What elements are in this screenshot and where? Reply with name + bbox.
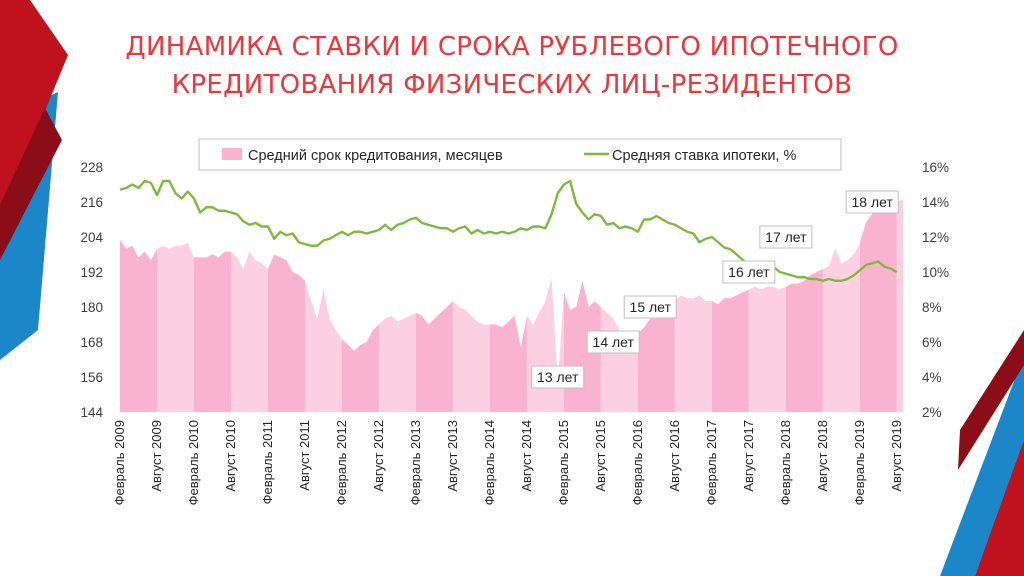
annotation-box [759, 225, 813, 249]
x-axis-tick: Февраль 2012 [334, 420, 349, 505]
legend: Средний срок кредитования, месяцев Средня… [198, 138, 842, 171]
x-axis-tick: Февраль 2009 [112, 420, 127, 505]
left-axis-tick: 156 [80, 370, 103, 385]
annotation-box [623, 295, 677, 319]
area-band [674, 199, 712, 412]
right-axis-tick: 12% [922, 230, 949, 245]
x-axis-tick: Август 2019 [889, 420, 904, 492]
area-band [156, 199, 194, 412]
area-band [193, 199, 231, 412]
x-axis-tick: Февраль 2017 [704, 420, 719, 505]
right-axis-tick: 4% [922, 370, 942, 385]
deco-dark-left [0, 108, 62, 260]
x-axis-tick: Февраль 2014 [482, 420, 497, 505]
x-axis-tick: Август 2015 [593, 420, 608, 492]
annotation-label: 16 лет [722, 260, 776, 284]
left-axis: 144 156 168 180 192 204 216 228 [80, 160, 103, 420]
x-axis-tick: Август 2018 [815, 420, 830, 492]
area-band [230, 199, 268, 412]
legend-area-swatch [222, 148, 242, 160]
x-axis-tick: Август 2013 [445, 420, 460, 492]
x-axis-tick: Август 2009 [149, 420, 164, 492]
left-axis-tick: 144 [80, 405, 103, 420]
x-axis-tick: Август 2014 [519, 420, 534, 492]
x-axis-tick: Август 2017 [741, 420, 756, 492]
x-axis-tick: Август 2011 [297, 420, 312, 491]
area-band [859, 199, 897, 412]
annotation-box [586, 330, 640, 354]
x-axis-tick: Август 2016 [667, 420, 682, 492]
deco-dark-right [958, 330, 1024, 470]
area-band [378, 199, 416, 412]
deco-red-right [975, 440, 1024, 576]
right-axis-tick: 10% [922, 265, 949, 280]
x-axis-tick: Февраль 2010 [186, 420, 201, 505]
annotation-text: 13 лет [537, 369, 579, 385]
left-axis-tick: 168 [80, 335, 103, 350]
annotation-text: 14 лет [593, 334, 635, 350]
x-axis-tick: Февраль 2013 [408, 420, 423, 505]
left-axis-tick: 228 [80, 160, 103, 175]
legend-term-label: Средний срок кредитования, месяцев [248, 148, 503, 164]
x-axis-tick: Февраль 2016 [630, 420, 645, 505]
annotations: 18 лет 17 лет 16 лет 15 лет 14 лет 13 лет [531, 190, 899, 389]
area-band [267, 199, 305, 412]
left-axis-tick: 204 [80, 230, 103, 245]
x-axis-tick: Февраль 2019 [852, 420, 867, 505]
x-axis-tick: Август 2012 [371, 420, 386, 492]
annotation-label: 18 лет [845, 190, 899, 214]
area-band [896, 199, 903, 412]
annotation-text: 15 лет [630, 299, 672, 315]
x-axis-tick: Февраль 2015 [556, 420, 571, 505]
right-axis-tick: 16% [922, 160, 949, 175]
area-band [341, 199, 379, 412]
x-axis-tick: Август 2010 [223, 420, 238, 492]
annotation-text: 16 лет [728, 264, 770, 280]
area-band [452, 199, 490, 412]
annotation-text: 18 лет [851, 194, 893, 210]
area-band [489, 199, 527, 412]
left-axis-tick: 180 [80, 300, 103, 315]
area-bands [120, 199, 903, 412]
annotation-text: 17 лет [765, 229, 807, 245]
x-axis-tick: Февраль 2018 [778, 420, 793, 505]
legend-box [198, 138, 842, 171]
legend-rate-label: Средняя ставка ипотеки, % [612, 148, 796, 164]
left-axis-tick: 192 [80, 265, 103, 280]
annotation-label: 14 лет [586, 330, 640, 354]
annotation-box [531, 365, 585, 389]
deco-blue-right [940, 355, 1024, 576]
area-band [637, 199, 675, 412]
area-band [304, 199, 342, 412]
annotation-label: 15 лет [623, 295, 677, 319]
right-axis-tick: 2% [922, 405, 942, 420]
annotation-label: 17 лет [759, 225, 813, 249]
deco-red-left [0, 0, 68, 220]
annotation-box [845, 190, 899, 214]
slide-title: ДИНАМИКА СТАВКИ И СРОКА РУБЛЕВОГО ИПОТЕЧ… [0, 28, 1024, 104]
right-axis: 2% 4% 6% 8% 10% 12% 14% 16% [922, 160, 949, 420]
area-band [600, 199, 638, 412]
title-line-2: КРЕДИТОВАНИЯ ФИЗИЧЕСКИХ ЛИЦ-РЕЗИДЕНТОВ [171, 70, 853, 100]
right-axis-tick: 6% [922, 335, 942, 350]
right-axis-tick: 8% [922, 300, 942, 315]
x-axis: Февраль 2009 Август 2009 Февраль 2010 Авгус… [112, 420, 904, 505]
area-band [415, 199, 453, 412]
right-axis-tick: 14% [922, 195, 949, 210]
x-axis-tick: Февраль 2011 [260, 420, 275, 504]
title-line-1: ДИНАМИКА СТАВКИ И СРОКА РУБЛЕВОГО ИПОТЕЧ… [125, 32, 899, 62]
annotation-label: 13 лет [531, 365, 585, 389]
left-axis-tick: 216 [80, 195, 103, 210]
annotation-box [722, 260, 776, 284]
